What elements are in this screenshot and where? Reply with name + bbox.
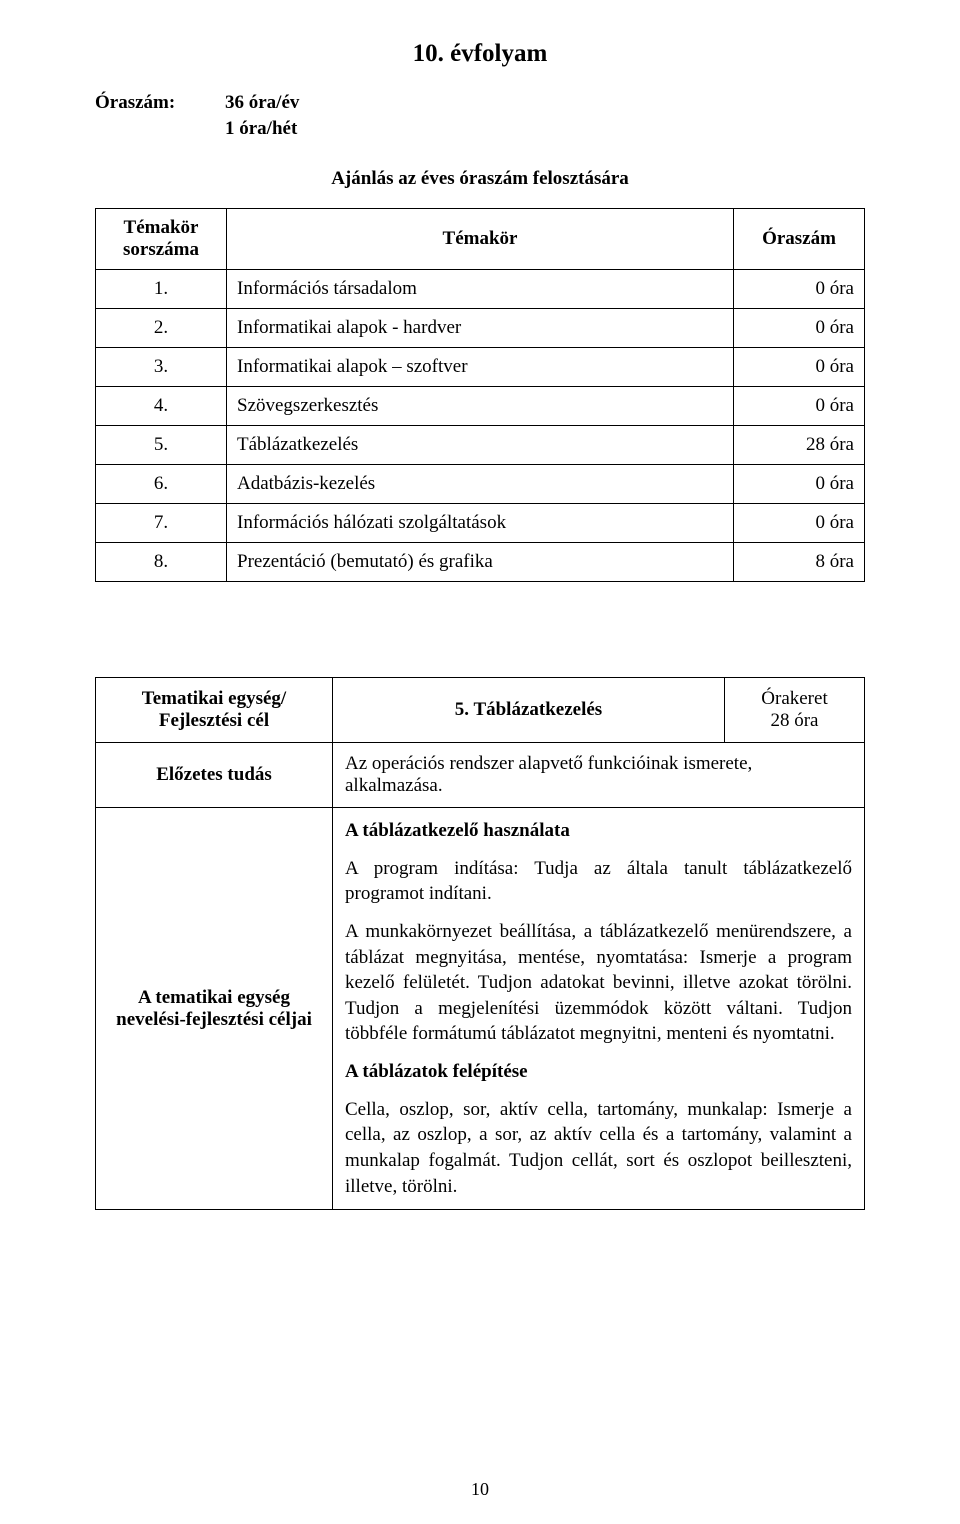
cell-num: 1. (96, 270, 227, 309)
unit-p2: A munkakörnyezet beállítása, a táblázatk… (345, 919, 852, 1047)
cell-name: Táblázatkezelés (227, 426, 734, 465)
table-row: 8. Prezentáció (bemutató) és grafika 8 ó… (96, 543, 865, 582)
cell-num: 6. (96, 465, 227, 504)
meta-row-2: 1 óra/hét (95, 118, 865, 140)
table-row: 1. Információs társadalom 0 óra (96, 270, 865, 309)
cell-name: Adatbázis-kezelés (227, 465, 734, 504)
cell-num: 4. (96, 387, 227, 426)
topics-table: Témakör sorszáma Témakör Óraszám 1. Info… (95, 208, 865, 582)
unit-label-2: Előzetes tudás (96, 743, 333, 808)
unit-hours: Órakeret 28 óra (725, 678, 865, 743)
meta-row-1: Óraszám: 36 óra/év (95, 92, 865, 114)
meta-label-empty (95, 118, 225, 140)
unit-hours-label: Órakeret (761, 688, 827, 709)
table-header-row: Témakör sorszáma Témakör Óraszám (96, 209, 865, 270)
unit-h1: A táblázatkezelő használata (345, 818, 852, 844)
table-row: 3. Informatikai alapok – szoftver 0 óra (96, 348, 865, 387)
unit-p3: Cella, oszlop, sor, aktív cella, tartomá… (345, 1097, 852, 1200)
page: 10. évfolyam Óraszám: 36 óra/év 1 óra/hé… (0, 0, 960, 1524)
distribution-heading: Ajánlás az éves óraszám felosztására (95, 168, 865, 190)
unit-label-1: Tematikai egység/ Fejlesztési cél (96, 678, 333, 743)
table-row: 4. Szövegszerkesztés 0 óra (96, 387, 865, 426)
cell-hours: 0 óra (734, 309, 865, 348)
cell-num: 3. (96, 348, 227, 387)
unit-prev-knowledge: Az operációs rendszer alapvető funkcióin… (333, 743, 865, 808)
unit-table: Tematikai egység/ Fejlesztési cél 5. Táb… (95, 677, 865, 1210)
cell-name: Információs társadalom (227, 270, 734, 309)
cell-hours: 0 óra (734, 465, 865, 504)
cell-hours: 0 óra (734, 387, 865, 426)
unit-row-2: Előzetes tudás Az operációs rendszer ala… (96, 743, 865, 808)
cell-hours: 0 óra (734, 504, 865, 543)
meta-value-1: 36 óra/év (225, 92, 299, 114)
page-number: 10 (0, 1479, 960, 1500)
cell-hours: 0 óra (734, 270, 865, 309)
unit-p1: A program indítása: Tudja az általa tanu… (345, 856, 852, 907)
cell-name: Informatikai alapok - hardver (227, 309, 734, 348)
cell-name: Prezentáció (bemutató) és grafika (227, 543, 734, 582)
unit-goals: A táblázatkezelő használata A program in… (333, 808, 865, 1210)
unit-h2: A táblázatok felépítése (345, 1059, 852, 1085)
meta-value-2: 1 óra/hét (225, 118, 297, 140)
th-name: Témakör (227, 209, 734, 270)
cell-name: Információs hálózati szolgáltatások (227, 504, 734, 543)
table-row: 5. Táblázatkezelés 28 óra (96, 426, 865, 465)
cell-hours: 28 óra (734, 426, 865, 465)
meta-label: Óraszám: (95, 92, 225, 114)
th-hours: Óraszám (734, 209, 865, 270)
th-num: Témakör sorszáma (96, 209, 227, 270)
unit-row-3: A tematikai egység nevelési-fejlesztési … (96, 808, 865, 1210)
page-title: 10. évfolyam (95, 40, 865, 68)
table-row: 7. Információs hálózati szolgáltatások 0… (96, 504, 865, 543)
table-row: 6. Adatbázis-kezelés 0 óra (96, 465, 865, 504)
unit-hours-value: 28 óra (770, 710, 818, 731)
cell-num: 8. (96, 543, 227, 582)
cell-name: Informatikai alapok – szoftver (227, 348, 734, 387)
unit-label-3: A tematikai egység nevelési-fejlesztési … (96, 808, 333, 1210)
cell-name: Szövegszerkesztés (227, 387, 734, 426)
cell-num: 5. (96, 426, 227, 465)
cell-hours: 8 óra (734, 543, 865, 582)
unit-section-title: 5. Táblázatkezelés (333, 678, 725, 743)
cell-num: 2. (96, 309, 227, 348)
cell-num: 7. (96, 504, 227, 543)
cell-hours: 0 óra (734, 348, 865, 387)
unit-row-1: Tematikai egység/ Fejlesztési cél 5. Táb… (96, 678, 865, 743)
table-row: 2. Informatikai alapok - hardver 0 óra (96, 309, 865, 348)
